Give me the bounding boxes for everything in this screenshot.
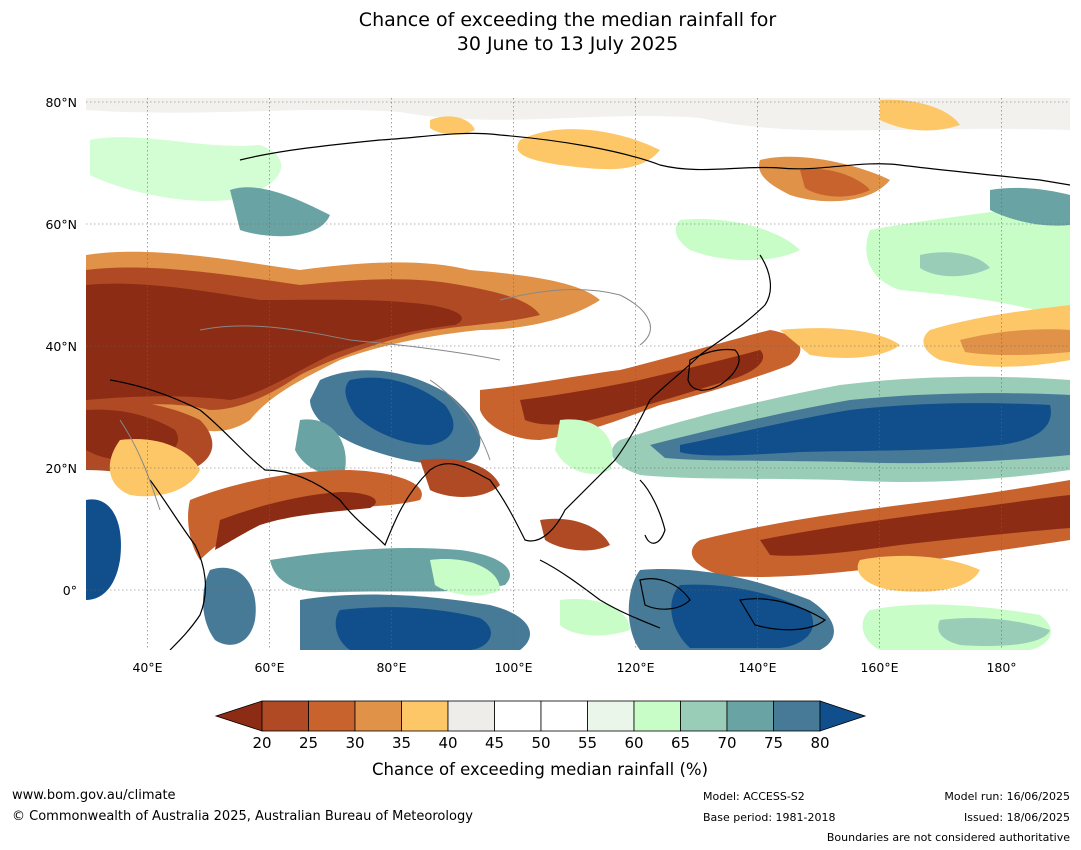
graticule bbox=[86, 98, 1070, 650]
colorbar-tick-label: 55 bbox=[578, 734, 597, 752]
footer-base-period: Base period: 1981-2018 bbox=[703, 811, 836, 824]
lon-label-100e: 100°E bbox=[494, 660, 532, 675]
lat-label-0: 0° bbox=[63, 583, 77, 598]
colorbar-tick-label: 60 bbox=[624, 734, 643, 752]
lon-label-140e: 140°E bbox=[738, 660, 776, 675]
colorbar-tick-label: 75 bbox=[764, 734, 783, 752]
lon-label-60e: 60°E bbox=[254, 660, 284, 675]
colorbar-tick-label: 45 bbox=[485, 734, 504, 752]
colorbar-swatch bbox=[261, 700, 309, 732]
footer-copyright: © Commonwealth of Australia 2025, Austra… bbox=[12, 809, 473, 824]
lat-label-60n: 60°N bbox=[45, 217, 77, 232]
colorbar-swatch bbox=[587, 700, 635, 732]
colorbar-tick-label: 20 bbox=[252, 734, 271, 752]
lat-label-20n: 20°N bbox=[45, 461, 77, 476]
colorbar-tick-label: 35 bbox=[392, 734, 411, 752]
colorbar-tick-label: 40 bbox=[438, 734, 457, 752]
colorbar-extend-high bbox=[819, 700, 867, 732]
colorbar-swatch bbox=[680, 700, 728, 732]
colorbar-swatch bbox=[308, 700, 356, 732]
rainfall-map: 80°N 60°N 40°N 20°N 0° 40°E 60°E 80°E 10… bbox=[45, 95, 1070, 675]
colorbar-swatch bbox=[401, 700, 449, 732]
lat-label-80n: 80°N bbox=[45, 95, 77, 110]
colorbar-swatch bbox=[773, 700, 821, 732]
footer-model-run: Model run: 16/06/2025 bbox=[944, 790, 1070, 803]
footer-issued: Issued: 18/06/2025 bbox=[963, 811, 1070, 824]
colorbar-ticks: 20 25 30 35 40 45 50 55 60 65 70 75 80 bbox=[252, 734, 829, 752]
colorbar-swatch bbox=[354, 700, 402, 732]
lon-label-40e: 40°E bbox=[132, 660, 162, 675]
lon-label-80e: 80°E bbox=[376, 660, 406, 675]
colorbar-swatch bbox=[726, 700, 774, 732]
map-field bbox=[86, 98, 1070, 650]
footer-disclaimer: Boundaries are not considered authoritat… bbox=[826, 831, 1070, 844]
borders bbox=[119, 289, 651, 511]
lon-label-120e: 120°E bbox=[616, 660, 654, 675]
footer-url[interactable]: www.bom.gov.au/climate bbox=[12, 788, 176, 803]
colorbar: 20 25 30 35 40 45 50 55 60 65 70 75 80 Chance of exc… bbox=[214, 700, 867, 779]
title-line-1: Chance of exceeding the median rainfall … bbox=[358, 9, 777, 31]
colorbar-tick-label: 30 bbox=[345, 734, 364, 752]
colorbar-tick-label: 50 bbox=[531, 734, 550, 752]
footer-model: Model: ACCESS-S2 bbox=[703, 790, 805, 803]
colorbar-tick-label: 25 bbox=[299, 734, 318, 752]
colorbar-title: Chance of exceeding median rainfall (%) bbox=[372, 760, 708, 779]
colorbar-swatch bbox=[633, 700, 681, 732]
lon-label-180: 180° bbox=[986, 660, 1016, 675]
lat-label-40n: 40°N bbox=[45, 339, 77, 354]
title-line-2: 30 June to 13 July 2025 bbox=[456, 33, 679, 55]
colorbar-swatch bbox=[447, 700, 495, 732]
colorbar-tick-label: 65 bbox=[671, 734, 690, 752]
colorbar-extend-low bbox=[214, 700, 263, 732]
colorbar-swatch bbox=[494, 700, 542, 732]
colorbar-swatches bbox=[214, 700, 867, 732]
lon-label-160e: 160°E bbox=[860, 660, 898, 675]
colorbar-tick-label: 80 bbox=[810, 734, 829, 752]
colorbar-swatch bbox=[540, 700, 588, 732]
coastlines bbox=[109, 132, 1070, 650]
colorbar-tick-label: 70 bbox=[717, 734, 736, 752]
chart-title: Chance of exceeding the median rainfall … bbox=[0, 8, 1081, 56]
